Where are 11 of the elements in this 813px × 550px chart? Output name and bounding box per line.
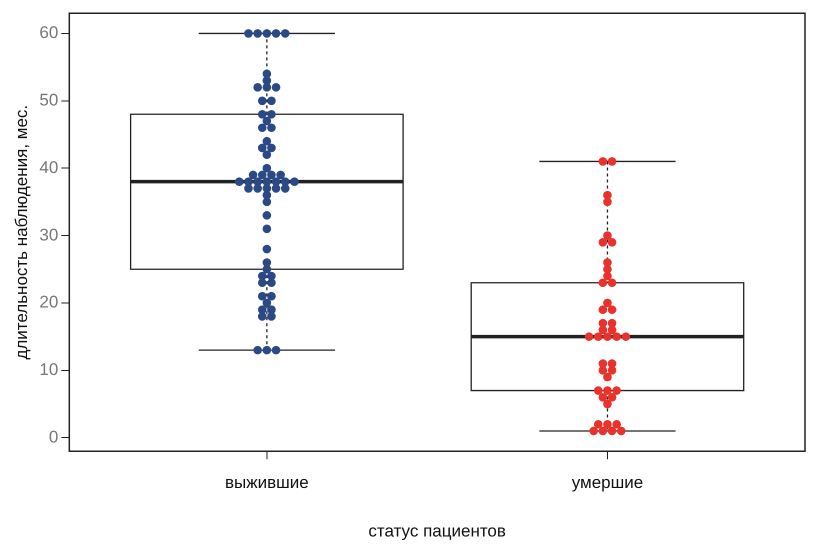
y-tick-label: 0 (48, 427, 58, 446)
y-tick-label: 60 (39, 23, 58, 42)
y-tick-label: 30 (39, 225, 58, 244)
x-tick-label: умершие (572, 473, 644, 492)
y-tick-label: 20 (39, 292, 58, 312)
y-tick-label: 10 (39, 360, 58, 380)
y-axis-title: длительность наблюдения, мес. (12, 104, 31, 360)
x-axis-title: статус пациентов (368, 521, 506, 540)
y-tick-label: 50 (39, 90, 58, 110)
y-tick-label: 40 (39, 158, 58, 177)
x-tick-label: выжившие (224, 473, 309, 492)
